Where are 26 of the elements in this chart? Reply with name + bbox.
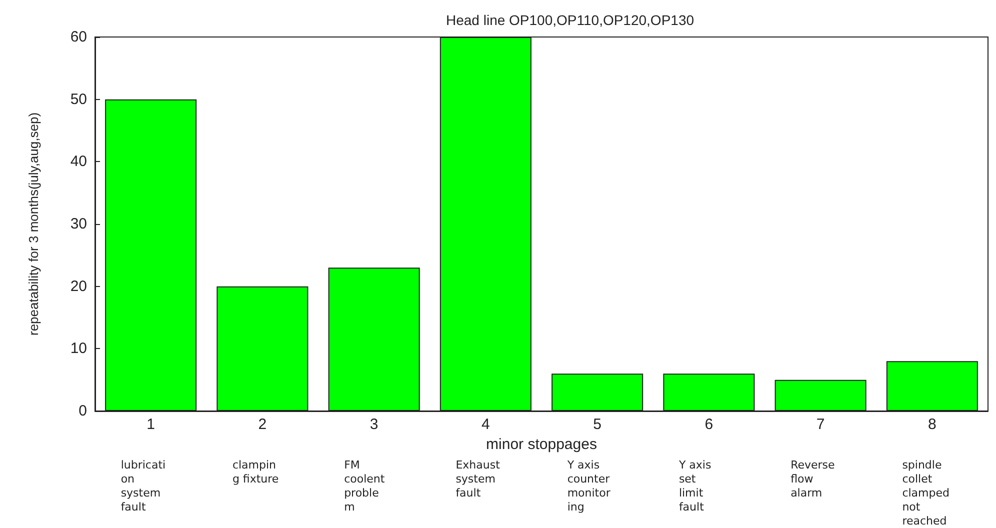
text: Y axis set limit fault [678,458,712,514]
x-tick-label: 3 [370,416,378,433]
text: lubricati on system fault [120,458,166,514]
text: Y axis counter monitor ing [566,458,611,514]
y-tick-label: 0 [78,402,87,420]
x-tick-label: 1 [146,416,155,433]
chart-title: Head line OP100,OP110,OP120,OP130 [446,12,694,28]
x-tick-label: 6 [704,416,714,433]
x-tick-label: 2 [258,416,267,433]
x-tick-label: 4 [482,416,490,433]
y-tick-label: 40 [70,153,87,170]
text: clampin g fixture [232,458,279,486]
text: Reverse flow alarm [790,458,836,500]
text: spindle collet clamped not reached [902,458,950,528]
text: Exhaust system fault [456,458,501,500]
x-tick-label: 5 [593,416,602,433]
y-tick-label: 30 [70,216,87,232]
y-tick-label: 50 [70,90,87,108]
text: FM coolent proble m [344,458,386,514]
x-axis-title: minor stoppages [486,436,597,453]
y-tick-label: 10 [70,340,87,358]
x-tick-label: 7 [816,416,825,433]
x-tick-label: 8 [928,416,936,433]
y-tick-label: 60 [70,28,87,46]
y-tick-label: 20 [70,278,87,295]
y-axis-title: repeatability for 3 months(july,aug,sep) [26,112,41,336]
